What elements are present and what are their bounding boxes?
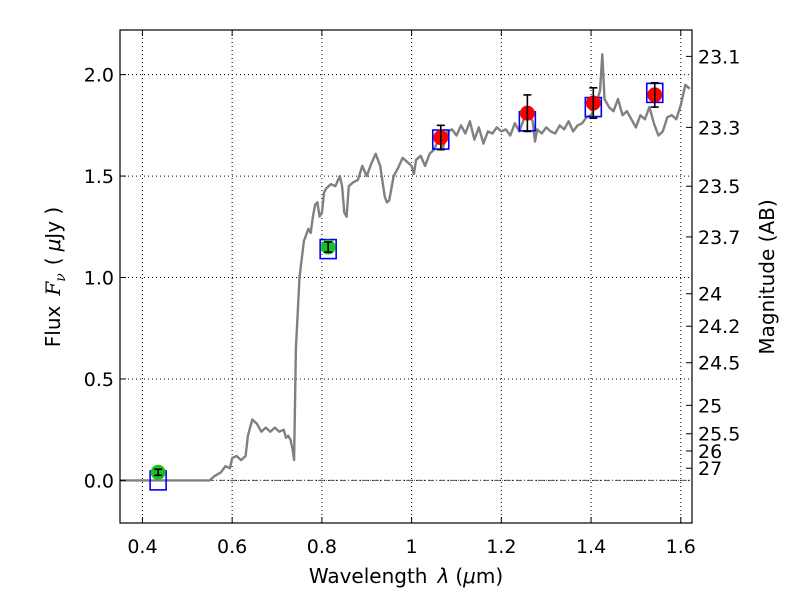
y2-tick-label: 23.5 [698,176,740,198]
template-spectrum-line [120,53,691,482]
y-tick-label: 0.5 [84,369,114,391]
template-layer [120,53,691,482]
x-tick-label: 1.4 [576,536,606,558]
x-tick-label: 1.6 [666,536,696,558]
x-tick-label: 0.6 [217,536,247,558]
y-tick-label: 2.0 [84,65,114,87]
points-layer [149,81,664,491]
y2-tick-label: 24.2 [698,316,740,338]
y2-tick-label: 25 [698,395,722,417]
y2-axis-title: Magnitude (AB) [755,199,779,354]
x-axis-title: Wavelength λ (μm) [309,564,503,588]
y2-tick-label: 23.7 [698,227,740,249]
y2-tick-label: 24.5 [698,353,740,375]
y-tick-label: 1.5 [84,166,114,188]
y2-tick-label: 27 [698,458,722,480]
plot-frame [119,29,693,524]
x-tick-label: 1 [406,536,418,558]
y2-tick-label: 24 [698,284,722,306]
y-axis-title: FluxFν(μJy ) [41,207,69,347]
x-tick-label: 0.4 [127,536,157,558]
y2-tick-label: 26 [698,441,722,463]
y2-tick-label: 23.1 [698,46,740,68]
y2-tick-label: 23.3 [698,117,740,139]
y-tick-label: 0.0 [84,470,114,492]
grid-layer [120,30,692,523]
x-tick-label: 1.2 [486,536,516,558]
y-tick-label: 1.0 [84,268,114,290]
ticks-layer: 0.4 0.6 0.8 1 1.2 1.4 1.6 0.0 0.5 1.0 1.5 2.0 23.1 23… [84,30,740,558]
y2-tick-label: 25.5 [698,424,740,446]
x-tick-label: 0.8 [307,536,337,558]
